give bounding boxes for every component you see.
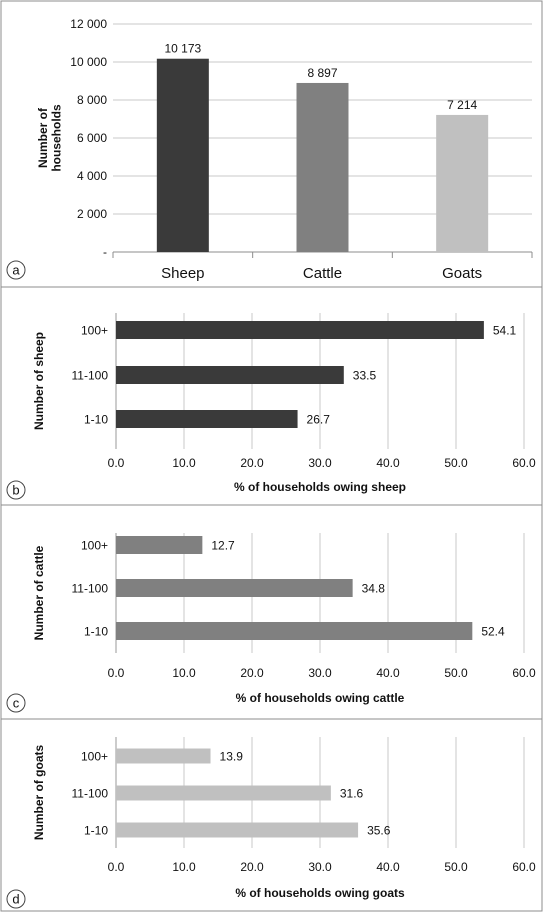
panel-a-category-label: Cattle — [303, 265, 342, 282]
panel-c-letter: c — [13, 696, 20, 711]
panel-a-ytick-label: 8 000 — [77, 93, 107, 107]
panel-c-xtick-label: 10.0 — [172, 666, 196, 680]
panel-d-category-label: 100+ — [81, 750, 108, 764]
panel-a-y-axis-title-line: households — [50, 104, 64, 172]
panel-a-ytick-label: 2 000 — [77, 207, 107, 221]
panel-b-category-label: 100+ — [81, 324, 108, 338]
panel-c-xtick-label: 60.0 — [512, 666, 536, 680]
panel-c-xtick-label: 20.0 — [240, 666, 264, 680]
panel-b-xtick-label: 60.0 — [512, 456, 536, 470]
panel-d-data-label: 13.9 — [220, 750, 244, 764]
panel-d-letter-circle — [6, 889, 26, 909]
panel-b-data-label: 26.7 — [307, 413, 331, 427]
panel-d-xtick-label: 0.0 — [108, 860, 125, 874]
panel-c-letter-circle — [6, 693, 26, 713]
panel-a-bar-goats — [436, 114, 489, 253]
panel-d-y-axis-title: Number of goats — [32, 745, 46, 841]
panel-c-category-label: 1-10 — [84, 625, 108, 639]
panel-c-data-label: 34.8 — [362, 582, 386, 596]
panel-d-letter: d — [12, 892, 19, 907]
panel-c-category-label: 100+ — [81, 539, 108, 553]
panel-c-xtick-label: 40.0 — [376, 666, 400, 680]
panel-c-xtick-label: 0.0 — [108, 666, 125, 680]
panel-b-bar — [116, 410, 298, 428]
panel-c-category-label: 11-100 — [72, 582, 109, 596]
panel-b-xtick-label: 0.0 — [108, 456, 125, 470]
panel-c-x-axis-title: % of households owing cattle — [236, 691, 405, 705]
panel-a-ytick-label: 6 000 — [77, 131, 107, 145]
panel-c-data-label: 52.4 — [481, 625, 505, 639]
panel-b-data-label: 33.5 — [353, 369, 377, 383]
panel-d-xtick-label: 10.0 — [172, 860, 196, 874]
panel-d-xtick-label: 30.0 — [308, 860, 332, 874]
panel-c: 0.0 10.0 20.0 30.0 40.0 50.0 60.0 12.7 100+ 34.8 1… — [0, 504, 543, 720]
panel-b-xtick-label: 10.0 — [172, 456, 196, 470]
panel-b-data-label: 54.1 — [493, 324, 517, 338]
panel-a-ytick-label: 12 000 — [70, 17, 107, 31]
panel-a-y-axis-title-line: Number of — [36, 107, 50, 168]
panel-a-letter-circle — [6, 260, 26, 280]
panel-b-letter-circle — [6, 480, 26, 500]
panel-b-y-axis-title: Number of sheep — [32, 332, 46, 430]
panel-b-xtick-label: 40.0 — [376, 456, 400, 470]
panel-d-data-label: 31.6 — [340, 787, 364, 801]
panel-b-bar — [116, 321, 484, 339]
panel-c-data-label: 12.7 — [211, 539, 235, 553]
panel-d-bar — [116, 822, 359, 838]
panel-d-xtick-label: 50.0 — [444, 860, 468, 874]
panel-b: 0.0 10.0 20.0 30.0 40.0 50.0 60.0 54.1 100+ 33.5 1… — [0, 286, 543, 506]
panel-a-bar-cattle — [296, 82, 349, 252]
panel-a-y-axis-title: Number ofhouseholds — [36, 104, 64, 172]
panel-b-category-label: 11-100 — [72, 369, 109, 383]
panel-a-data-label: 8 897 — [307, 66, 337, 80]
panel-a-ytick-label: 4 000 — [77, 169, 107, 183]
panel-d-xtick-label: 40.0 — [376, 860, 400, 874]
panel-b-letter: b — [12, 483, 19, 498]
panel-c-xtick-label: 50.0 — [444, 666, 468, 680]
panel-d-category-label: 1-10 — [84, 824, 108, 838]
panel-c-xtick-label: 30.0 — [308, 666, 332, 680]
panel-b-xtick-label: 20.0 — [240, 456, 264, 470]
panel-b-category-label: 1-10 — [84, 413, 108, 427]
panel-d-bar — [116, 785, 331, 801]
panel-d-frame — [0, 718, 543, 912]
panel-d-xtick-label: 60.0 — [512, 860, 536, 874]
panel-b-bar — [116, 366, 344, 384]
panel-d-bar — [116, 748, 211, 764]
panel-a-letter: a — [12, 263, 20, 278]
panel-a-category-label: Sheep — [161, 265, 204, 282]
panel-b-xtick-label: 50.0 — [444, 456, 468, 470]
panel-b-xtick-label: 30.0 — [308, 456, 332, 470]
panel-c-bar — [116, 536, 203, 554]
panel-d-category-label: 11-100 — [72, 787, 109, 801]
panel-d-x-axis-title: % of households owing goats — [235, 886, 405, 900]
panel-a-category-label: Goats — [442, 265, 482, 282]
panel-b-x-axis-title: % of households owing sheep — [234, 480, 406, 494]
panel-c-bar — [116, 622, 473, 640]
panel-d: 0.0 10.0 20.0 30.0 40.0 50.0 60.0 13.9 100+ 31.6 1… — [0, 718, 543, 912]
panel-a-data-label: 10 173 — [164, 42, 201, 56]
panel-a-data-label: 7 214 — [447, 98, 477, 112]
panel-c-y-axis-title: Number of cattle — [32, 545, 46, 640]
panel-d-data-label: 35.6 — [367, 824, 391, 838]
panel-a: - 2 000 4 000 6 000 8 000 10 000 12 000 10 173 S… — [0, 0, 543, 288]
panel-c-bar — [116, 579, 353, 597]
panel-a-ytick-label: - — [103, 245, 107, 259]
panel-a-bar-sheep — [156, 58, 209, 253]
panel-d-xtick-label: 20.0 — [240, 860, 264, 874]
panel-a-ytick-label: 10 000 — [70, 55, 107, 69]
